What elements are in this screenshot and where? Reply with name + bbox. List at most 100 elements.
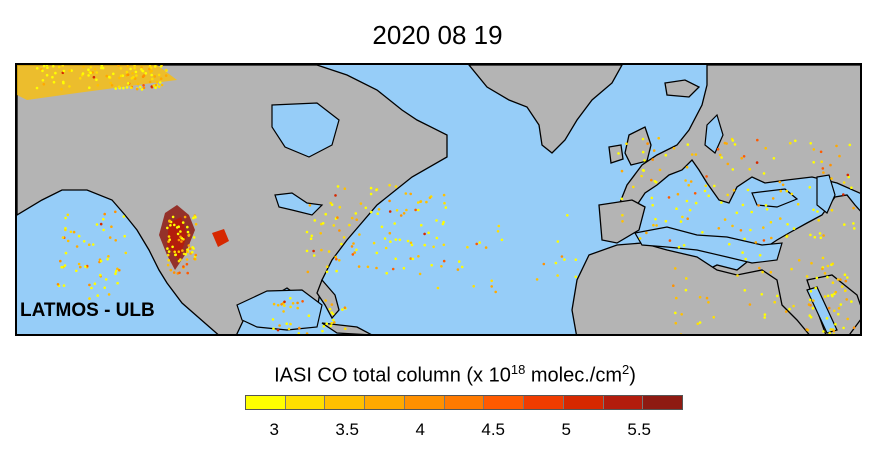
co-observation-dot	[776, 294, 779, 298]
co-observation-dot	[731, 139, 735, 142]
co-observation-dot	[769, 220, 773, 224]
co-observation-dot	[75, 269, 78, 273]
co-observation-dot	[821, 167, 825, 170]
co-observation-dot	[642, 169, 645, 172]
co-observation-dot	[794, 139, 797, 143]
co-observation-dot	[172, 271, 176, 274]
co-observation-dot	[63, 264, 67, 267]
co-observation-dot	[705, 175, 708, 178]
co-observation-dot	[458, 260, 461, 263]
colorbar-swatch	[484, 396, 525, 409]
co-observation-dot	[442, 243, 446, 247]
co-observation-dot	[812, 208, 815, 212]
co-observation-dot	[394, 238, 398, 241]
co-observation-dot	[68, 69, 71, 72]
co-observation-dot	[171, 215, 175, 219]
co-observation-dot	[168, 238, 171, 241]
co-observation-dot	[166, 263, 170, 267]
co-observation-dot	[305, 249, 309, 253]
co-observation-dot	[674, 321, 678, 325]
co-observation-dot	[313, 219, 317, 222]
colorbar-tick-label: 3.5	[335, 420, 360, 439]
co-observation-dot	[809, 142, 812, 145]
colorbar-label-prefix: IASI CO total column (x 10	[274, 364, 511, 387]
co-observation-dot	[166, 226, 169, 230]
co-observation-dot	[308, 204, 312, 207]
co-observation-dot	[472, 284, 476, 288]
co-observation-dot	[171, 245, 174, 249]
co-observation-dot	[837, 307, 841, 310]
co-observation-dot	[846, 276, 849, 279]
co-observation-dot	[177, 250, 181, 253]
co-observation-dot	[153, 65, 157, 68]
co-observation-dot	[181, 249, 184, 252]
co-observation-dot	[296, 301, 299, 305]
co-observation-dot	[376, 212, 380, 215]
co-observation-dot	[272, 302, 276, 306]
co-observation-dot	[435, 236, 439, 240]
co-observation-dot	[92, 75, 96, 79]
co-observation-dot	[744, 257, 747, 261]
co-observation-dot	[95, 71, 98, 74]
co-observation-dot	[765, 208, 769, 211]
co-observation-dot	[850, 186, 853, 189]
co-observation-dot	[694, 153, 698, 156]
co-observation-dot	[192, 236, 196, 239]
co-observation-dot	[720, 156, 723, 159]
co-observation-dot	[812, 299, 815, 302]
co-observation-dot	[52, 80, 56, 84]
co-observation-dot	[778, 180, 782, 184]
co-observation-dot	[280, 303, 283, 306]
co-observation-dot	[496, 230, 500, 233]
co-observation-dot	[728, 242, 731, 246]
co-observation-dot	[310, 234, 314, 238]
co-observation-dot	[136, 82, 140, 86]
co-observation-dot	[843, 273, 847, 276]
co-observation-dot	[340, 242, 343, 246]
co-observation-dot	[655, 224, 658, 227]
co-observation-dot	[186, 248, 189, 251]
gulf-of-mexico	[236, 289, 323, 331]
co-observation-dot	[542, 262, 546, 266]
co-observation-dot	[123, 234, 126, 238]
co-observation-dot	[355, 248, 358, 252]
co-observation-dot	[41, 69, 44, 73]
co-observation-dot	[158, 85, 161, 88]
co-observation-dot	[460, 265, 464, 269]
co-observation-dot	[330, 321, 334, 325]
co-observation-dot	[154, 86, 157, 89]
co-observation-dot	[427, 231, 430, 235]
co-observation-dot	[178, 271, 181, 275]
co-observation-dot	[784, 310, 788, 313]
co-observation-dot	[388, 183, 391, 187]
co-observation-dot	[96, 294, 99, 297]
co-observation-dot	[276, 303, 280, 307]
co-observation-dot	[713, 184, 716, 188]
co-observation-dot	[828, 331, 831, 334]
co-observation-dot	[180, 240, 183, 243]
great-lakes	[274, 192, 324, 216]
co-observation-dot	[726, 193, 729, 197]
co-observation-dot	[133, 65, 136, 67]
watermark-latmos-ulb: LATMOS - ULB	[20, 300, 155, 321]
co-observation-dot	[184, 253, 187, 256]
co-observation-dot	[746, 188, 750, 192]
co-observation-dot	[830, 208, 834, 212]
co-observation-dot	[674, 311, 677, 315]
co-observation-dot	[330, 303, 334, 306]
co-observation-dot	[625, 142, 628, 145]
co-observation-dot	[183, 215, 187, 219]
co-observation-dot	[621, 213, 624, 217]
co-observation-dot	[383, 237, 387, 240]
co-observation-dot	[130, 86, 133, 89]
co-observation-dot	[402, 212, 406, 215]
co-observation-dot	[122, 215, 126, 218]
co-observation-dot	[81, 72, 85, 75]
co-observation-dot	[84, 265, 87, 268]
co-observation-dot	[325, 322, 329, 326]
co-observation-dot	[754, 241, 758, 244]
co-observation-dot	[388, 231, 392, 235]
co-observation-dot	[167, 235, 171, 238]
co-observation-dot	[289, 322, 292, 326]
colorbar-tick-label: 5	[561, 420, 571, 439]
